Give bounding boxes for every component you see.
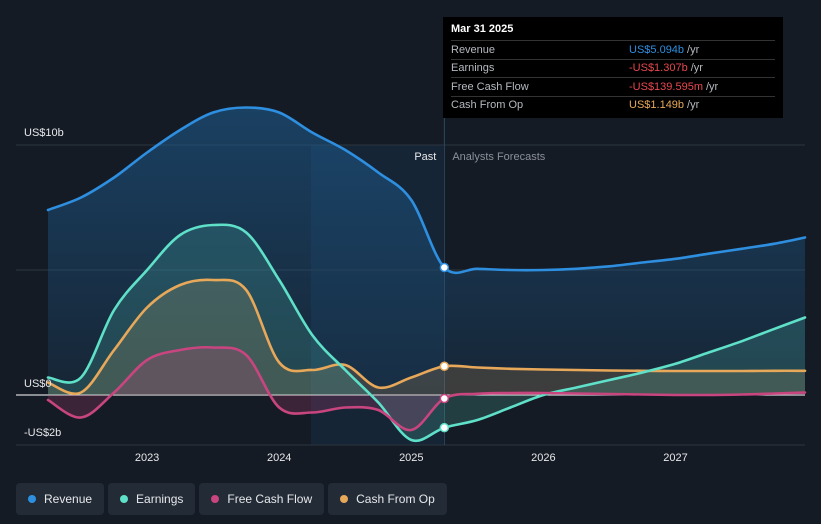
earnings-line <box>46 223 807 443</box>
tooltip-value: US$5.094b <box>629 43 685 56</box>
tooltip-row: Revenue US$5.094b/yr <box>451 41 775 60</box>
tooltip-date: Mar 31 2025 <box>451 23 775 41</box>
legend-item-cash-from-op[interactable]: Cash From Op <box>328 483 447 515</box>
tooltip-value: -US$1.307b <box>629 62 688 75</box>
tooltip-value: -US$139.595m <box>629 80 703 93</box>
legend-label: Cash From Op <box>356 492 435 506</box>
legend-label: Revenue <box>44 492 93 506</box>
legend-dot-icon <box>120 495 129 503</box>
forecast-label: Analysts Forecasts <box>452 151 545 163</box>
legend-dot-icon <box>340 495 349 503</box>
cash-from-op-marker <box>439 361 450 372</box>
revenue-area <box>48 107 805 395</box>
earnings-marker <box>439 422 450 433</box>
cash-from-op-line <box>46 278 807 395</box>
legend-label: Free Cash Flow <box>227 492 313 506</box>
tooltip-unit: /yr <box>687 99 700 112</box>
revenue-line <box>46 106 807 275</box>
tooltip-unit: /yr <box>690 62 703 75</box>
tooltip-value: US$1.149b <box>629 99 685 112</box>
x-tick-2024: 2024 <box>267 452 291 464</box>
legend-dot-icon <box>28 495 36 503</box>
x-tick-2023: 2023 <box>135 452 159 464</box>
earnings-area <box>48 224 805 441</box>
tooltip-unit: /yr <box>687 43 700 56</box>
y-label-top: US$10b <box>24 127 64 139</box>
x-tick-2026: 2026 <box>531 452 555 464</box>
x-tick-2027: 2027 <box>663 452 687 464</box>
tooltip-label: Free Cash Flow <box>451 80 529 93</box>
legend-item-revenue[interactable]: Revenue <box>16 483 105 515</box>
y-label-bottom: -US$2b <box>24 427 61 439</box>
past-label: Past <box>414 151 436 163</box>
tooltip-row: Free Cash Flow -US$139.595m/yr <box>451 78 775 97</box>
tooltip-label: Revenue <box>451 43 496 56</box>
tooltip-unit: /yr <box>706 80 719 93</box>
legend-dot-icon <box>211 495 220 503</box>
cash-from-op-area <box>48 279 805 395</box>
tooltip-row: Cash From Op US$1.149b/yr <box>451 97 775 115</box>
legend: Revenue Earnings Free Cash Flow Cash From O… <box>16 483 447 515</box>
free-cash-flow-line <box>46 345 807 432</box>
tooltip-label: Cash From Op <box>451 99 524 112</box>
free-cash-flow-marker <box>439 393 450 404</box>
tooltip-panel: Mar 31 2025 Revenue US$5.094b/yr Earnings -… <box>443 17 783 118</box>
free-cash-flow-area <box>48 347 805 431</box>
tooltip-row: Earnings -US$1.307b/yr <box>451 60 775 78</box>
tooltip-label: Earnings <box>451 62 495 75</box>
y-label-zero: US$0 <box>24 378 52 390</box>
legend-item-free-cash-flow[interactable]: Free Cash Flow <box>199 483 325 515</box>
legend-item-earnings[interactable]: Earnings <box>108 483 196 515</box>
revenue-marker <box>439 262 450 273</box>
legend-label: Earnings <box>136 492 184 506</box>
x-tick-2025: 2025 <box>399 452 423 464</box>
